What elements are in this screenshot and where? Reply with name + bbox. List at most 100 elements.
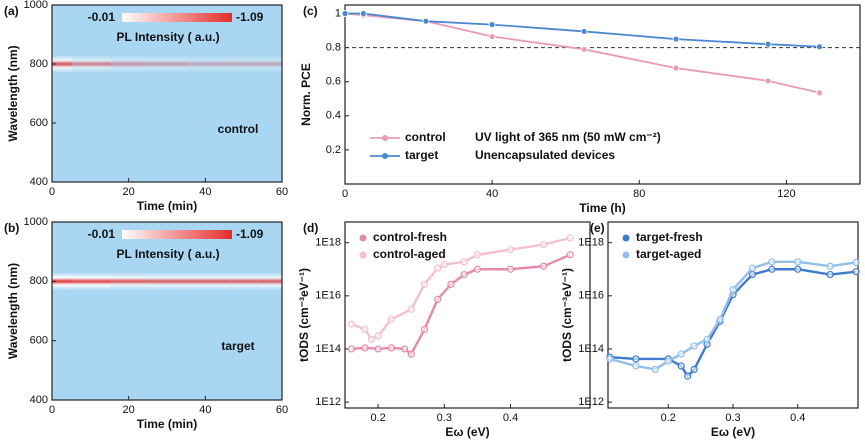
x-axis-label: Time (h): [579, 201, 625, 215]
data-point: [664, 357, 672, 365]
data-point: [473, 265, 482, 273]
x-axis-label: Eω (eV): [711, 425, 755, 439]
intensity-band: [186, 55, 225, 73]
data-point: [407, 350, 415, 358]
data-point: [506, 245, 515, 254]
y-tick-label: 1E16: [578, 290, 604, 302]
data-point: [460, 270, 468, 279]
data-point: [672, 64, 680, 72]
colorbar-label: PL Intensity ( a.u.): [116, 30, 219, 44]
intensity-band: [224, 55, 264, 73]
data-point: [374, 332, 382, 340]
data-point: [852, 268, 860, 276]
x-tick-label: 0: [49, 186, 55, 198]
colorbar-min-label: -0.01: [88, 10, 116, 24]
intensity-band: [147, 55, 187, 73]
x-tick-label: 20: [123, 186, 135, 198]
intensity-band: [52, 272, 72, 291]
colorbar-max-label: -1.09: [236, 10, 264, 24]
data-point: [348, 320, 356, 328]
x-tick-label: 60: [276, 404, 288, 416]
data-point: [651, 365, 659, 374]
x-axis-label: Time (min): [137, 199, 197, 213]
data-point: [400, 345, 409, 353]
colorbar: [122, 13, 232, 22]
data-point: [434, 264, 442, 272]
data-point: [460, 258, 468, 266]
legend-label: target-fresh: [636, 230, 703, 244]
colorbar-label: PL Intensity ( a.u.): [116, 247, 219, 261]
data-point: [540, 262, 548, 270]
x-tick-label: 0.4: [790, 412, 805, 424]
data-point: [690, 342, 698, 350]
data-point: [506, 265, 515, 273]
panel-label: (b): [4, 221, 19, 235]
x-axis-label: Time (min): [137, 417, 197, 431]
y-tick-label: 0.2: [326, 144, 341, 156]
y-tick-label: 1000: [24, 0, 48, 11]
panel-label: (a): [4, 4, 19, 18]
data-point: [794, 258, 802, 266]
y-tick-label: 1E12: [578, 396, 604, 408]
y-tick-label: 1000: [24, 216, 48, 228]
data-point: [816, 89, 823, 97]
intensity-band: [71, 55, 110, 73]
data-point: [407, 305, 415, 313]
y-tick-label: 1E14: [578, 343, 604, 355]
data-point: [361, 325, 369, 333]
data-point: [447, 280, 455, 288]
data-point: [488, 33, 496, 40]
legend-marker: [359, 234, 367, 242]
legend-label: control-aged: [373, 247, 446, 261]
x-tick-label: 0.2: [370, 412, 385, 424]
data-point: [580, 28, 588, 35]
legend-label: target-aged: [636, 247, 701, 261]
data-point: [768, 265, 776, 273]
data-point: [361, 344, 369, 352]
legend-marker: [359, 251, 367, 259]
intensity-band: [262, 272, 283, 291]
legend-marker: [622, 251, 630, 259]
y-tick-label: 1E18: [578, 237, 604, 249]
y-axis-label: Wavelength (nm): [6, 263, 20, 359]
data-point: [580, 45, 588, 53]
intensity-band: [109, 272, 149, 291]
intensity-band: [224, 272, 264, 291]
y-tick-label: 400: [30, 394, 48, 406]
series-line: [344, 12, 820, 94]
data-point: [348, 345, 356, 353]
data-point: [768, 258, 776, 266]
intensity-band: [262, 55, 283, 73]
data-point: [606, 355, 614, 363]
data-point: [387, 315, 395, 323]
data-point: [632, 362, 640, 370]
y-tick-label: 600: [30, 335, 48, 347]
data-point: [677, 362, 685, 370]
data-point: [566, 251, 574, 259]
data-point: [422, 17, 430, 25]
x-tick-label: 40: [199, 186, 211, 198]
data-point: [852, 258, 860, 267]
intensity-band: [71, 272, 110, 291]
series-line: [609, 268, 857, 379]
legend-marker: [382, 153, 388, 159]
heatmap-background: [52, 222, 282, 400]
intensity-band: [186, 272, 225, 291]
y-tick-label: 0.6: [326, 76, 341, 88]
y-tick-label: 1: [335, 7, 341, 19]
data-point: [473, 251, 482, 259]
y-tick-label: 800: [30, 275, 48, 287]
y-axis-label: Norm. PCE: [299, 63, 313, 126]
x-tick-label: 40: [486, 188, 498, 200]
data-point: [374, 345, 382, 353]
annotation: UV light of 365 nm (50 mW cm⁻²): [475, 130, 661, 144]
intensity-band: [147, 272, 187, 291]
legend-label: control-fresh: [373, 230, 447, 244]
data-point: [716, 315, 724, 323]
legend-label: control: [405, 130, 446, 144]
y-tick-label: 1E14: [315, 343, 341, 355]
data-point: [684, 372, 692, 380]
plot-frame: [344, 4, 861, 185]
intensity-band: [109, 55, 149, 73]
